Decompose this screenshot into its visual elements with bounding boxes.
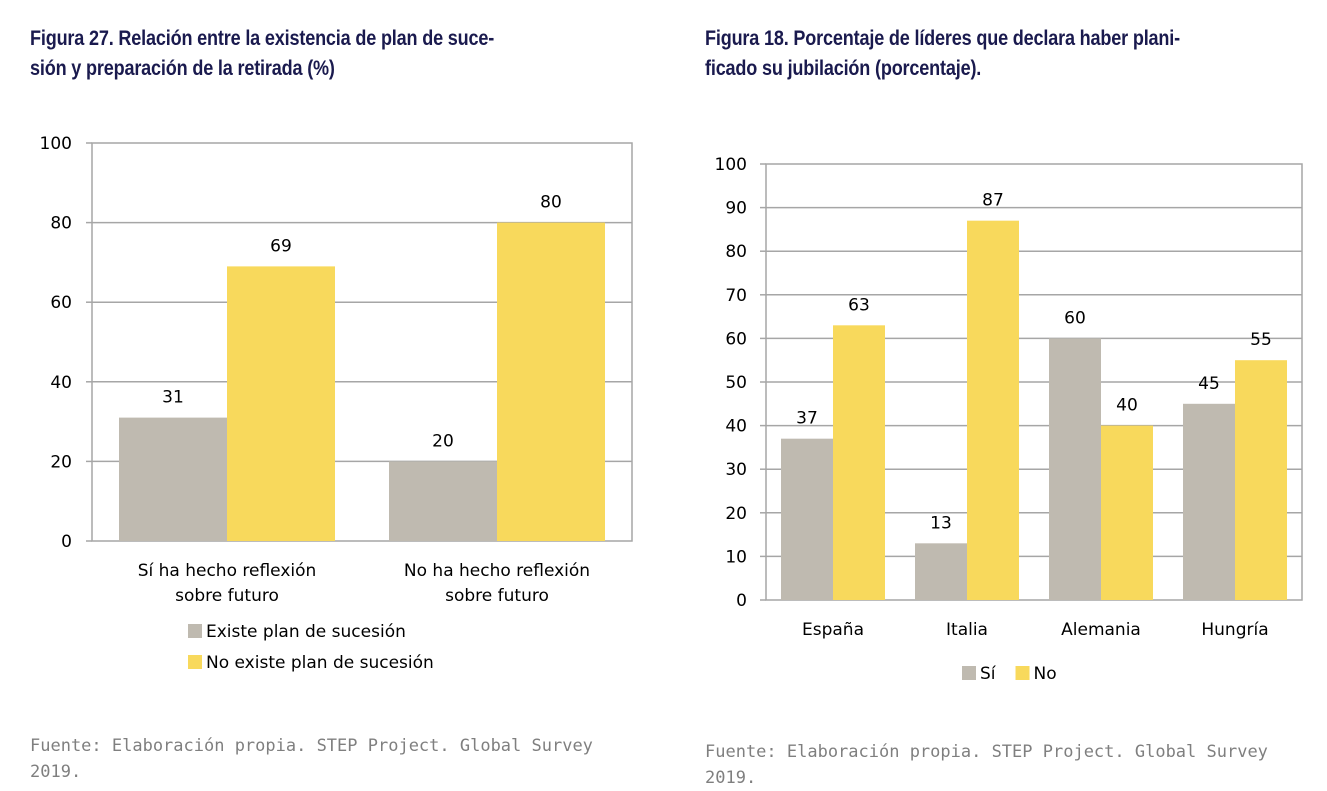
chart-2-category-label: España (802, 620, 864, 640)
chart-1-bar (119, 417, 227, 541)
chart-2-data-label: 40 (1116, 396, 1138, 416)
figure-18-source-line-1: Fuente: Elaboración propia. STEP Project… (705, 742, 1268, 762)
chart-1-category-label: No ha hecho reflexión (404, 561, 590, 581)
chart-2-ytick-label: 90 (725, 199, 747, 219)
chart-1-plot-border (91, 142, 633, 542)
chart-1-ytick-label: 80 (50, 214, 72, 234)
chart-1-legend-label: Existe plan de sucesión (206, 622, 406, 642)
chart-2-ytick-label: 70 (725, 286, 747, 306)
chart-2-ytick-label: 80 (725, 242, 747, 262)
chart-1-legend-swatch (188, 655, 202, 669)
chart-2-ytick-label: 60 (725, 329, 747, 349)
chart-1-category-label: sobre futuro (445, 586, 549, 606)
chart-2-data-label: 45 (1198, 374, 1220, 394)
chart-2-data-label: 87 (982, 191, 1004, 211)
chart-2-bar (967, 220, 1019, 600)
chart-2-ytick-label: 40 (725, 417, 747, 437)
chart-2-legend-label: Sí (980, 664, 997, 684)
chart-2-ytick-label: 30 (725, 460, 747, 480)
chart-2-bar (1235, 360, 1287, 600)
chart-2-bar (1101, 425, 1153, 600)
chart-2-bar (781, 438, 833, 600)
chart-1-data-label: 80 (540, 193, 562, 213)
chart-1-bar (227, 266, 335, 541)
chart-1-ytick-label: 40 (50, 373, 72, 393)
chart-2-category-label: Alemania (1061, 620, 1141, 640)
chart-1-data-label: 31 (162, 388, 184, 408)
figure-27-source: Fuente: Elaboración propia. STEP Project… (30, 733, 640, 785)
chart-1-category-label: Sí ha hecho reflexión (138, 561, 317, 581)
chart-1-legend-label: No existe plan de sucesión (206, 653, 434, 673)
chart-2-bar (1049, 338, 1101, 600)
chart-1-legend-swatch (188, 624, 202, 638)
chart-2-category-label: Hungría (1201, 620, 1268, 640)
chart-2-data-label: 63 (848, 295, 870, 315)
figure-27-title-line-1: Figura 27. Relación entre la existencia … (30, 27, 495, 50)
chart-1-bar (497, 222, 605, 541)
chart-2-ytick-label: 10 (725, 547, 747, 567)
chart-1-ytick-label: 100 (40, 134, 72, 154)
chart-2-bar (915, 543, 967, 600)
chart-2-ytick-label: 20 (725, 504, 747, 524)
chart-2-category-label: Italia (946, 620, 988, 640)
chart-2-data-label: 60 (1064, 308, 1086, 328)
chart-2-legend-swatch (962, 666, 976, 680)
figure-18-source: Fuente: Elaboración propia. STEP Project… (705, 739, 1315, 791)
chart-2-ytick-label: 50 (725, 373, 747, 393)
figure-18-title: Figura 18. Porcentaje de líderes que dec… (705, 24, 1324, 84)
figure-18-title-line-1: Figura 18. Porcentaje de líderes que dec… (705, 27, 1180, 50)
chart-2-data-label: 55 (1250, 330, 1272, 350)
chart-1-bar (389, 461, 497, 541)
chart-1-data-label: 20 (432, 431, 454, 451)
figure-27-source-line-1: Fuente: Elaboración propia. STEP Project… (30, 736, 593, 756)
chart-1-ytick-label: 0 (61, 532, 72, 552)
chart-1-ytick-label: 20 (50, 452, 72, 472)
chart-1-data-label: 69 (270, 236, 292, 256)
chart-2-legend-swatch (1015, 666, 1030, 680)
figure-27-title: Figura 27. Relación entre la existencia … (30, 24, 649, 84)
figure-27-title-line-2: sión y preparación de la retirada (%) (30, 57, 335, 80)
chart-1-category-label: sobre futuro (175, 586, 279, 606)
chart-2-data-label: 37 (796, 409, 818, 429)
chart-2-bar (833, 325, 885, 600)
chart-2-legend-label: No (1034, 664, 1057, 684)
chart-2-ytick-label: 0 (736, 591, 747, 611)
chart-2-data-label: 13 (930, 513, 952, 533)
figure-18-title-line-2: ficado su jubilación (porcentaje). (705, 57, 982, 80)
figure-27-source-line-2: 2019. (30, 762, 82, 782)
chart-1-ytick-label: 60 (50, 293, 72, 313)
chart-2-ytick-label: 100 (715, 155, 747, 175)
figure-18-source-line-2: 2019. (705, 768, 757, 788)
chart-2-bar (1183, 403, 1235, 600)
